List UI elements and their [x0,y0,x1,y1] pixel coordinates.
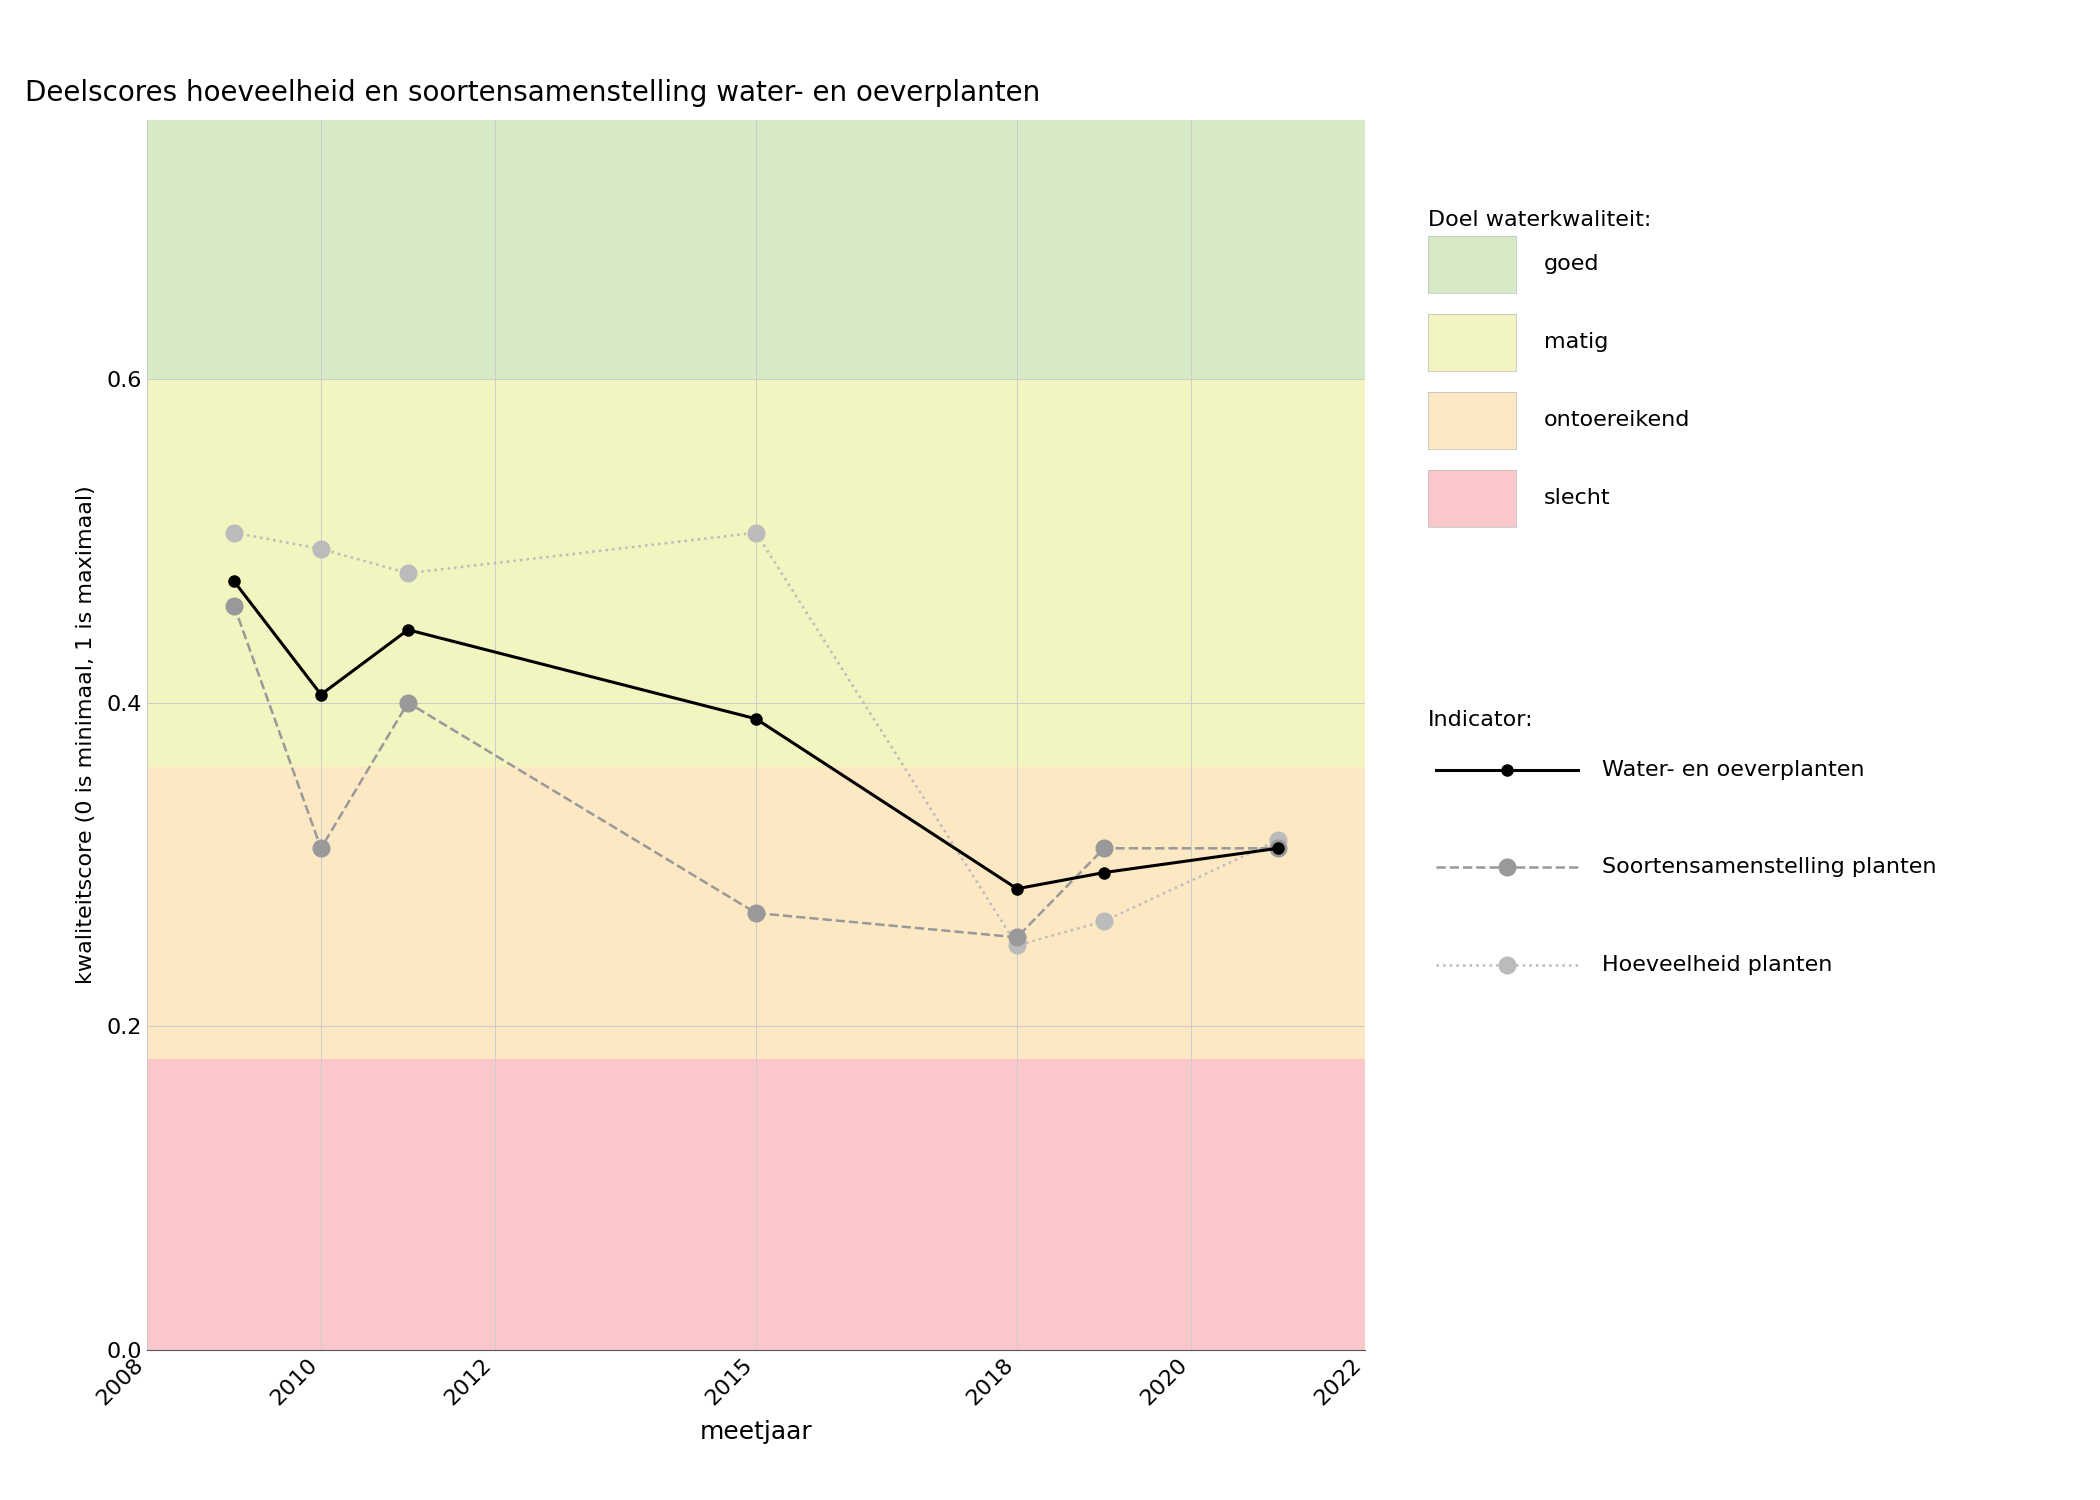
Bar [147,120,1365,380]
Text: Indicator:: Indicator: [1428,710,1533,729]
Y-axis label: kwaliteitscore (0 is minimaal, 1 is maximaal): kwaliteitscore (0 is minimaal, 1 is maxi… [76,486,94,984]
Bar [147,1059,1365,1350]
Bar [147,380,1365,768]
Bar [147,768,1365,1059]
Text: slecht: slecht [1544,488,1611,508]
Text: ontoereikend: ontoereikend [1544,410,1691,430]
Text: Soortensamenstelling planten: Soortensamenstelling planten [1602,856,1936,877]
Text: goed: goed [1544,254,1598,274]
Text: Doel waterkwaliteit:: Doel waterkwaliteit: [1428,210,1651,230]
Text: Hoeveelheid planten: Hoeveelheid planten [1602,954,1833,975]
Text: Water- en oeverplanten: Water- en oeverplanten [1602,759,1865,780]
Text: matig: matig [1544,332,1609,352]
X-axis label: meetjaar: meetjaar [699,1420,813,1444]
Text: Deelscores hoeveelheid en soortensamenstelling water- en oeverplanten: Deelscores hoeveelheid en soortensamenst… [25,78,1040,106]
